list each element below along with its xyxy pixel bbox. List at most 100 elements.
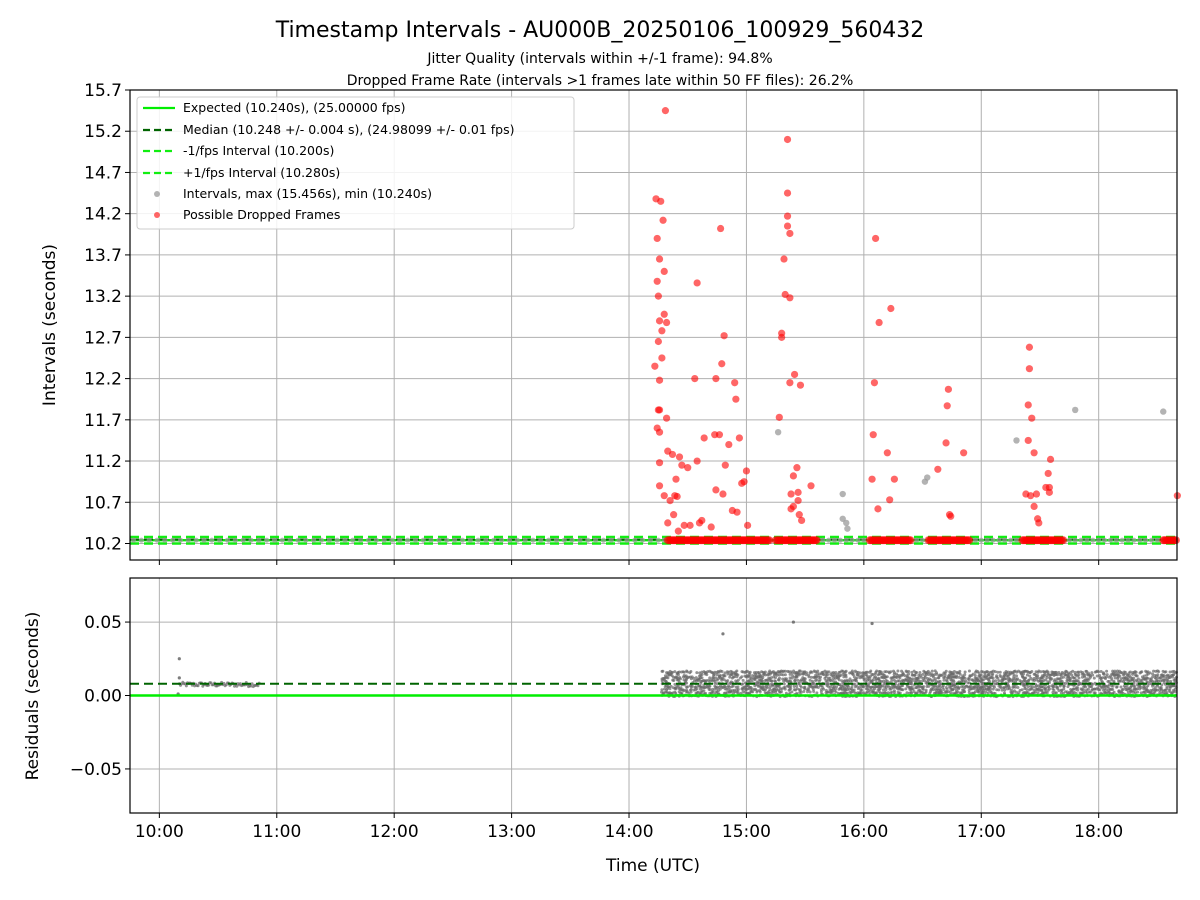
residual-point: [835, 685, 839, 689]
residual-point: [986, 670, 990, 674]
dropped-frame-point: [660, 267, 668, 276]
interval-point: [1107, 537, 1114, 543]
dropped-frame-point: [715, 431, 724, 439]
residual-point: [789, 680, 793, 684]
residual-point: [1073, 676, 1077, 680]
interval-point: [655, 537, 661, 543]
dropped-frame-point: [693, 279, 701, 287]
dropped-frame-point: [655, 459, 664, 467]
residual-point: [1142, 674, 1146, 678]
residual-point: [1014, 690, 1018, 694]
dropped-frame-point: [725, 440, 733, 449]
residual-point: [840, 679, 844, 683]
residual-point: [1160, 683, 1164, 687]
interval-point: [837, 537, 843, 543]
residual-point: [853, 682, 857, 686]
residual-point: [1140, 670, 1144, 674]
residual-point: [963, 676, 967, 680]
residual-point: [890, 690, 894, 694]
residual-point: [677, 670, 681, 674]
residual-point: [768, 688, 772, 692]
residual-point: [1073, 670, 1077, 674]
residual-point: [940, 691, 944, 695]
residual-point: [669, 684, 673, 688]
residual-point: [905, 691, 909, 695]
interval-point: [436, 537, 442, 543]
dropped-frame-point: [778, 333, 786, 341]
residual-point: [731, 684, 735, 688]
residual-point: [1022, 672, 1026, 676]
interval-point: [1113, 537, 1119, 543]
legend-box: [136, 96, 575, 230]
dropped-frame-point: [721, 461, 729, 469]
dropped-frame-point: [658, 354, 666, 362]
residual-point: [866, 670, 870, 674]
residual-point: [1061, 691, 1065, 695]
residual-point: [1132, 679, 1136, 683]
interval-point: [232, 537, 238, 543]
interval-point: [381, 537, 387, 543]
dropped-frame-point: [868, 475, 876, 483]
dropped-frame-point: [686, 521, 694, 529]
residual-point: [938, 685, 942, 689]
residual-point: [676, 673, 680, 677]
top-y-tick-label: 11.7: [84, 411, 122, 431]
residual-point: [1136, 690, 1140, 694]
residual-point: [924, 688, 928, 692]
residual-point: [1007, 685, 1011, 689]
residual-point: [1095, 674, 1099, 678]
interval-point: [996, 537, 1002, 543]
dropped-frame-point: [651, 362, 659, 370]
residual-point: [1121, 691, 1125, 695]
dropped-frame-point: [765, 536, 774, 545]
interval-point: [1154, 537, 1160, 543]
residual-point: [822, 687, 826, 691]
residual-point: [957, 686, 961, 690]
residual-point: [911, 687, 915, 691]
dropped-frame-point: [658, 327, 666, 335]
residual-point: [828, 676, 832, 680]
residual-point: [1074, 691, 1078, 695]
residual-point: [815, 691, 819, 695]
residual-point: [1025, 673, 1029, 677]
dropped-frame-point: [883, 449, 891, 457]
residual-point: [1112, 690, 1116, 694]
residual-point: [1003, 688, 1007, 692]
residual-point: [1081, 688, 1085, 692]
bottom-y-tick-label: 0.05: [84, 613, 122, 633]
residual-point: [877, 676, 881, 680]
residual-point: [819, 690, 823, 694]
residual-point: [761, 679, 765, 683]
residual-point: [807, 673, 811, 677]
residual-point: [848, 677, 852, 681]
residual-point: [1039, 670, 1043, 674]
interval-point: [1131, 537, 1137, 543]
residual-point: [782, 682, 786, 686]
x-tick-label: 18:00: [1074, 822, 1123, 842]
residual-point: [871, 678, 875, 682]
residual-point: [984, 690, 988, 694]
interval-point: [397, 537, 403, 543]
residual-point: [817, 672, 821, 676]
residual-point: [1052, 688, 1056, 692]
residual-point: [791, 620, 796, 624]
dropped-frame-point: [735, 434, 743, 442]
residual-point: [1105, 669, 1109, 673]
residual-point: [1100, 676, 1104, 680]
residual-point: [958, 669, 962, 673]
legend-swatch-intervals: [154, 191, 160, 197]
residual-point: [844, 673, 848, 677]
residual-point: [249, 684, 253, 688]
dropped-frame-point: [793, 464, 801, 472]
interval-point: [972, 537, 978, 543]
residual-point: [1134, 670, 1138, 674]
top-y-tick-label: 14.7: [84, 163, 122, 183]
x-axis-label: Time (UTC): [605, 856, 700, 876]
residual-point: [1054, 670, 1058, 674]
interval-point: [1101, 537, 1108, 543]
dropped-frame-point: [668, 450, 677, 459]
residual-point: [1115, 685, 1119, 689]
residual-point: [670, 670, 674, 674]
residual-point: [839, 674, 843, 678]
residual-point: [689, 687, 693, 691]
